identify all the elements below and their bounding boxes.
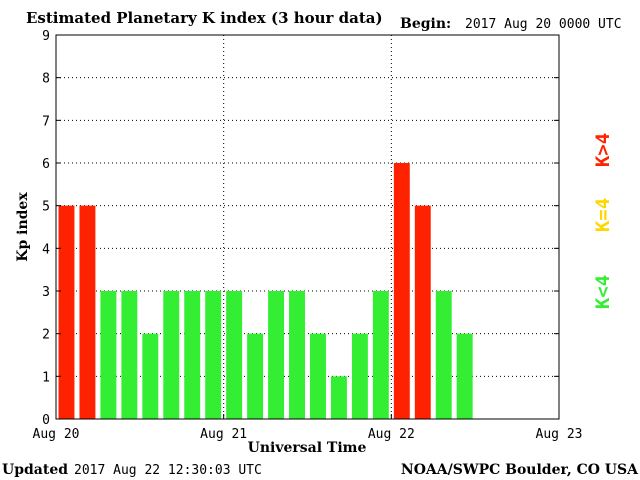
legend-below-4: K<4	[592, 275, 614, 309]
x-tick-label: Aug 22	[368, 427, 415, 442]
kp-bar	[268, 291, 285, 419]
x-axis-title: Universal Time	[248, 440, 367, 456]
kp-bar	[351, 333, 368, 419]
kp-bar	[184, 291, 201, 419]
begin-value: 2017 Aug 20 0000 UTC	[465, 17, 622, 32]
y-tick-label: 6	[42, 157, 50, 172]
y-tick-label: 3	[42, 285, 50, 300]
y-tick-label: 8	[42, 72, 50, 87]
kp-bar	[142, 333, 159, 419]
kp-bar	[310, 333, 326, 419]
y-tick-label: 5	[42, 200, 50, 215]
kp-bar	[100, 291, 117, 419]
x-tick-labels: Aug 20 Aug 21 Aug 22 Aug 23	[33, 414, 583, 442]
y-tick-label: 1	[42, 370, 50, 385]
x-tick-label: Aug 21	[200, 427, 247, 442]
kp-bar	[226, 291, 243, 419]
legend-equal-4: K=4	[592, 198, 614, 232]
kp-bar	[79, 205, 96, 419]
kp-bar	[205, 291, 222, 419]
grid-lines	[56, 35, 559, 419]
y-tick-label: 2	[42, 328, 50, 343]
y-axis-title: Kp index	[15, 192, 31, 262]
bars	[58, 163, 473, 419]
y-tick-label: 7	[42, 114, 50, 129]
kp-bar	[58, 205, 75, 419]
kp-bar	[330, 376, 347, 419]
y-tick-label: 0	[42, 413, 50, 428]
kp-bar	[414, 205, 431, 419]
kp-bar	[372, 291, 389, 419]
x-tick-label: Aug 23	[536, 427, 583, 442]
updated-value: 2017 Aug 22 12:30:03 UTC	[74, 463, 262, 478]
begin-label: Begin:	[400, 16, 451, 32]
legend-above-4: K>4	[592, 133, 614, 167]
y-tick-label: 4	[42, 242, 50, 257]
credit-text: NOAA/SWPC Boulder, CO USA	[401, 462, 639, 478]
chart-title: Estimated Planetary K index (3 hour data…	[26, 9, 383, 27]
y-tick-label: 9	[42, 29, 50, 44]
y-tick-labels: 0 1 2 3 4 5 6 7 8 9	[42, 29, 559, 428]
kp-bar	[435, 291, 452, 419]
updated-label: Updated	[2, 462, 68, 478]
kp-bar	[121, 291, 138, 419]
kp-bar	[247, 333, 264, 419]
kp-bar	[456, 333, 473, 419]
kp-bar	[393, 163, 410, 419]
kp-bar	[289, 291, 305, 419]
plot-frame	[55, 34, 560, 420]
x-tick-label: Aug 20	[33, 427, 80, 442]
kp-bar	[163, 291, 180, 419]
